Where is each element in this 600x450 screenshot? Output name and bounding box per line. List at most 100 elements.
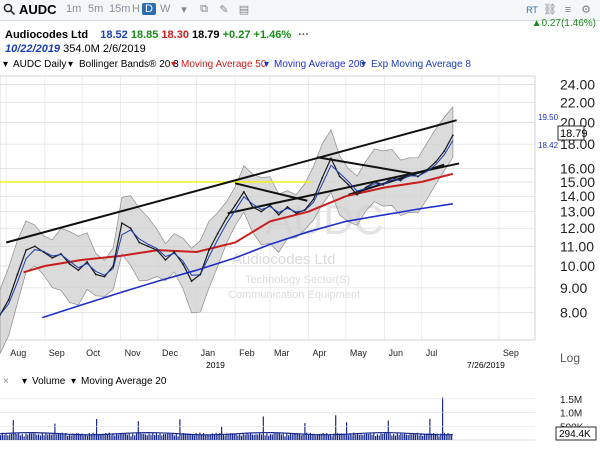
price-point [68, 263, 71, 265]
volume-bar [356, 433, 359, 440]
volume-bar [83, 435, 85, 440]
bollinger-band-fill [0, 106, 454, 354]
price-chart[interactable]: AUDC Audiocodes Ltd Technology Sector(S)… [0, 72, 600, 372]
volume-bar [226, 433, 228, 440]
volume-bar [38, 434, 40, 440]
price-point [86, 261, 88, 263]
volume-bar [172, 433, 174, 440]
x-tick-label: May [350, 348, 368, 358]
volume-bar [447, 433, 449, 440]
x-axis: Aug Sep Oct Nov Dec Jan Feb Mar Apr May Jun Jul Sep [10, 348, 519, 358]
x-tick-label: Jan [201, 348, 216, 358]
volume-bar [32, 433, 34, 440]
volume-bar [277, 433, 279, 440]
timeframe-week[interactable]: W [160, 3, 171, 15]
trendline [5, 119, 457, 244]
quote-close: 18.79 [192, 29, 220, 41]
timeframe-1m[interactable]: 1m [66, 3, 82, 15]
volume-bar [440, 433, 442, 440]
drawing-tools-icon[interactable]: ✎ [219, 4, 229, 16]
volume-label[interactable]: Volume [32, 376, 66, 387]
volume-bar [365, 433, 368, 440]
chevron-down-icon[interactable]: ▾ [181, 4, 187, 16]
settings-icon[interactable]: ⚙ [581, 4, 591, 16]
current-price-box [557, 125, 585, 141]
timeframe-day[interactable]: D [142, 3, 156, 15]
chevron-down-icon[interactable]: ▾ [71, 376, 77, 387]
volume-bar [369, 432, 371, 440]
close-icon[interactable]: × [3, 376, 9, 387]
volume-bar [132, 433, 134, 440]
chevron-down-icon[interactable]: ▾ [68, 59, 74, 70]
ma200-line [42, 203, 454, 319]
price-point [391, 176, 393, 179]
x-tick-label: Sep [503, 348, 519, 358]
volume-bar [101, 434, 103, 440]
price-point [277, 213, 280, 216]
menu-icon[interactable]: ≡ [564, 3, 572, 16]
volume-bar [19, 435, 22, 440]
volume-bar [329, 433, 331, 440]
volume-bar [143, 434, 145, 440]
volume-bar [30, 433, 32, 440]
volume-bar [382, 433, 384, 440]
y-tick-label: 14.00 [560, 188, 595, 204]
chevron-down-icon[interactable]: ▾ [361, 59, 367, 70]
volume-bar [291, 434, 293, 440]
price-point [312, 198, 315, 201]
symbol-box[interactable]: AUDC [3, 2, 57, 17]
trendline [234, 182, 308, 202]
volume-bar [97, 434, 99, 440]
legend-ema8[interactable]: Exp Moving Average 8 [371, 59, 471, 70]
chart-style-icon[interactable]: ▤ [238, 4, 250, 16]
timeframe-5m[interactable]: 5m [88, 3, 104, 15]
volume-bar [106, 434, 109, 440]
volume-bar [282, 433, 284, 440]
price-point [399, 179, 402, 182]
volume-bar [445, 434, 447, 440]
legend-bollinger[interactable]: Bollinger Bands® 20 3 [79, 59, 179, 70]
volume-bar [429, 418, 431, 440]
volume-bar [74, 433, 76, 440]
chevron-down-icon[interactable]: ▾ [264, 59, 270, 70]
volume-bar [1, 432, 3, 440]
volume-bar [152, 432, 154, 440]
link-icon[interactable]: ⛓ [543, 4, 557, 16]
volume-ma-label[interactable]: Moving Average 20 [81, 376, 167, 387]
x-tick-label: Apr [313, 348, 327, 358]
price-point [60, 253, 62, 255]
more-icon[interactable]: ··· [298, 29, 310, 41]
volume-bar [112, 433, 114, 440]
volume-bar [5, 433, 7, 440]
volume-bar [311, 435, 313, 440]
volume-bar [144, 434, 147, 440]
y-tick-label: 11.00 [560, 238, 594, 254]
legend-ma50[interactable]: Moving Average 50 [181, 59, 267, 70]
timeframe-hour[interactable]: H [132, 3, 140, 15]
compare-icon[interactable]: ⧉ [200, 3, 208, 15]
y-tick-label: 16.00 [560, 161, 595, 177]
volume-bar [326, 433, 328, 440]
price-point [260, 210, 263, 213]
chevron-down-icon[interactable]: ▾ [3, 59, 9, 70]
log-toggle[interactable]: Log [560, 351, 580, 365]
volume-bar [197, 435, 199, 440]
volume-bar [393, 434, 395, 440]
volume-bar [150, 434, 152, 440]
volume-legend: × ▾ Volume ▾ Moving Average 20 [0, 375, 600, 389]
legend-ma200[interactable]: Moving Average 200 [274, 59, 365, 70]
chevron-down-icon[interactable]: ▾ [171, 59, 177, 70]
volume-bar [384, 433, 386, 440]
volume-bar [317, 434, 319, 440]
header-change: ▲0.27(1.46%) [532, 18, 596, 29]
volume-bar [221, 426, 223, 440]
price-point [181, 263, 184, 265]
realtime-icon[interactable]: RT [526, 4, 538, 15]
volume-bar [353, 432, 355, 440]
volume-bar [90, 434, 92, 440]
chevron-down-icon[interactable]: ▾ [22, 376, 28, 387]
legend-daily[interactable]: AUDC Daily [13, 59, 67, 70]
timeframe-15m[interactable]: 15m [109, 3, 131, 15]
volume-bar [242, 433, 244, 440]
volume-bar [300, 435, 302, 440]
